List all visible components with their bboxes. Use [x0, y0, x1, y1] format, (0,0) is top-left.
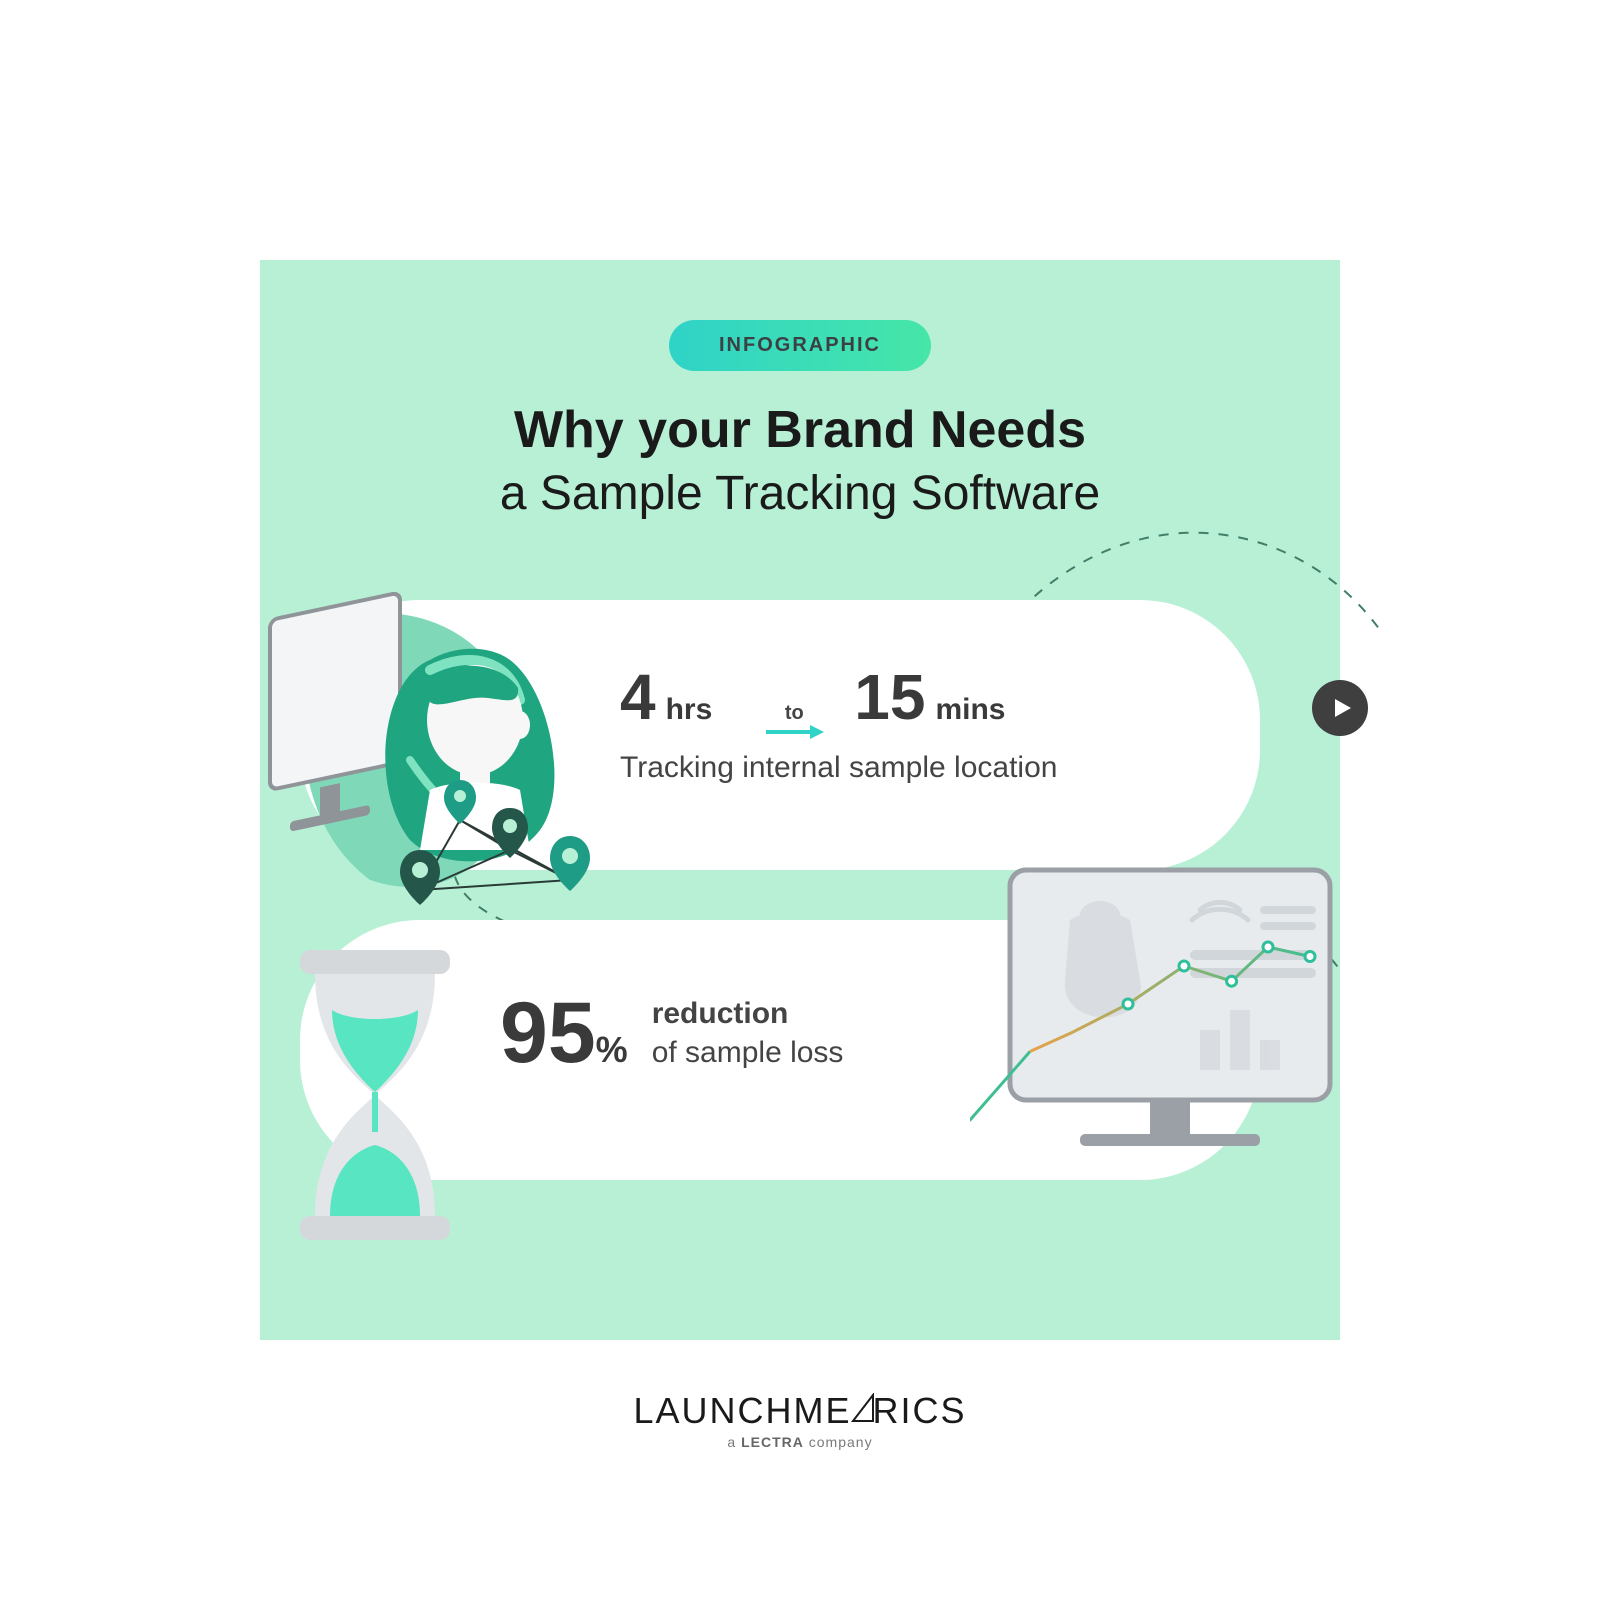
play-icon	[1332, 698, 1352, 718]
tagline-brand: LECTRA	[741, 1434, 804, 1450]
brand-part2: ME	[794, 1390, 852, 1432]
stat2-desc-line1: reduction	[652, 994, 844, 1033]
headline-line2: a Sample Tracking Software	[260, 466, 1340, 521]
stat1-subline: Tracking internal sample location	[620, 751, 1200, 785]
map-pin-icon	[400, 850, 440, 905]
stat2-desc: reduction of sample loss	[652, 994, 844, 1072]
headline-line1: Why your Brand Needs	[260, 400, 1340, 460]
brand-tagline: a LECTRA company	[727, 1434, 872, 1450]
stat1-to-label: to	[785, 703, 804, 723]
stat1-numbers: 4 hrs to 15 mins	[620, 660, 1200, 741]
arrow-right-icon	[764, 723, 824, 741]
brand-logo: LAUNCH ME RICS	[633, 1390, 966, 1432]
tagline-prefix: a	[727, 1434, 741, 1450]
stat2-value: 95	[500, 985, 596, 1081]
illustration-hourglass	[280, 950, 470, 1240]
badge-label: INFOGRAPHIC	[719, 334, 881, 356]
illustration-person-tracking	[260, 580, 620, 920]
stat1-to-arrow: to	[764, 703, 824, 741]
brand-part1: LAUNCH	[633, 1390, 793, 1432]
brand-glyph-icon	[851, 1393, 875, 1423]
brand-part3: RICS	[873, 1390, 967, 1432]
illustration-monitor-chart	[970, 860, 1350, 1190]
stat2-unit: %	[596, 1029, 628, 1070]
map-pin-icon	[550, 836, 590, 891]
play-button[interactable]	[1312, 680, 1368, 736]
stat1-to-unit: mins	[935, 693, 1005, 727]
stat1-from-value: 4	[620, 660, 656, 734]
infographic-badge: INFOGRAPHIC	[669, 320, 931, 371]
tagline-suffix: company	[804, 1434, 873, 1450]
stat2-desc-line2: of sample loss	[652, 1033, 844, 1072]
stat1-from-unit: hrs	[666, 693, 713, 727]
infographic-canvas: INFOGRAPHIC Why your Brand Needs a Sampl…	[260, 260, 1340, 1340]
stat1-to-value: 15	[854, 660, 925, 734]
footer: LAUNCH ME RICS a LECTRA company	[260, 1360, 1340, 1480]
headline: Why your Brand Needs a Sample Tracking S…	[260, 400, 1340, 521]
